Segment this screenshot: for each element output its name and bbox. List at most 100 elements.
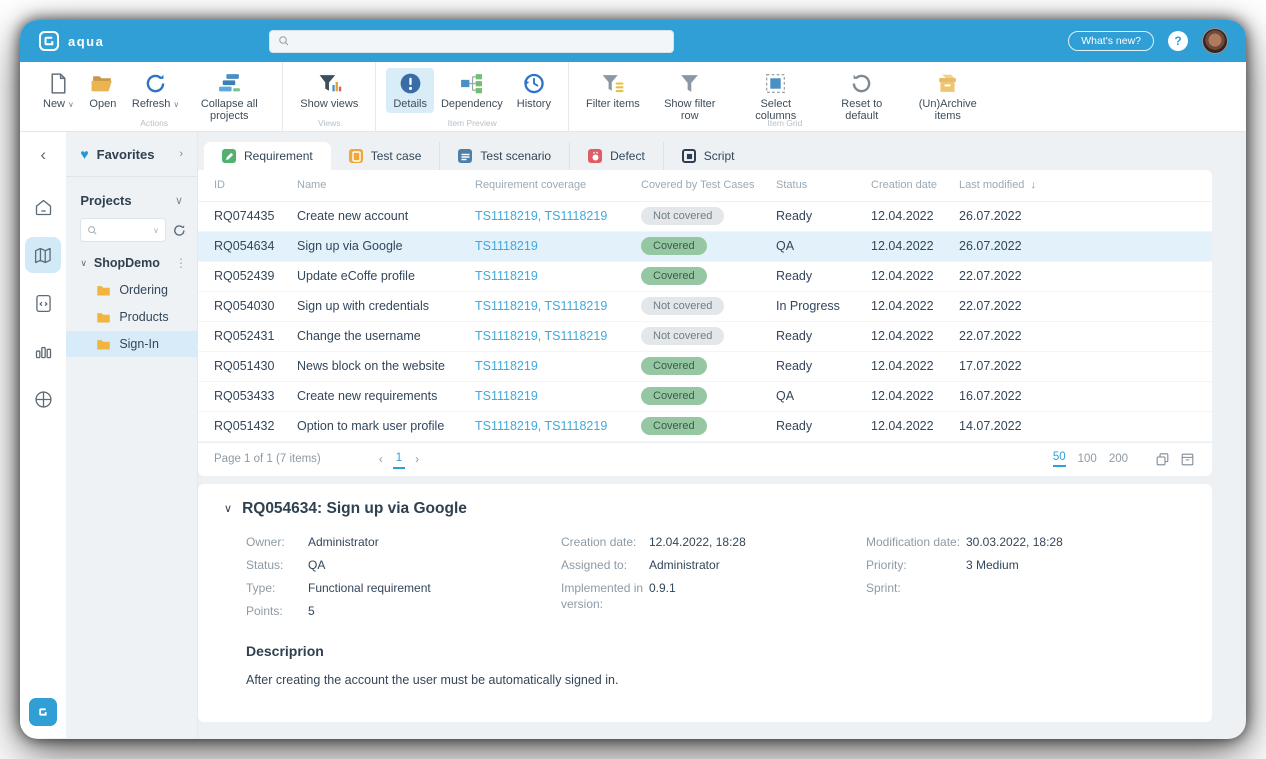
details-button[interactable]: Details — [386, 68, 434, 114]
rail-item-projects[interactable] — [25, 237, 62, 273]
coverage-links[interactable]: TS1118219 — [475, 239, 538, 253]
rail-item-reports[interactable] — [25, 333, 61, 369]
expander-icon[interactable]: ∨ — [80, 257, 87, 268]
chevron-right-icon[interactable]: › — [179, 148, 183, 160]
coverage-links[interactable]: TS1118219, TS1118219 — [475, 329, 608, 343]
coverage-links[interactable]: TS1118219, TS1118219 — [475, 299, 608, 313]
next-page-icon[interactable]: › — [415, 452, 420, 466]
req-id: RQ051432 — [198, 411, 293, 442]
collapse-panel-icon[interactable]: ‹ — [40, 145, 46, 164]
tab-defect[interactable]: Defect — [569, 142, 663, 170]
collapse-all-projects-button[interactable]: Collapse all projects — [186, 68, 272, 126]
project-search[interactable]: ∨ — [80, 218, 166, 242]
new-button[interactable]: New ∨ — [36, 68, 81, 113]
test-scenario-icon — [458, 149, 473, 163]
folder-icon — [97, 339, 111, 349]
req-name: Update eCoffe profile — [293, 261, 471, 292]
req-status: In Progress — [772, 291, 867, 322]
field-value: Administrator — [649, 557, 720, 572]
column-header-modified[interactable]: Last modified ↓ — [955, 170, 1212, 202]
column-header-name[interactable]: Name — [293, 170, 471, 202]
page-size-50[interactable]: 50 — [1052, 451, 1066, 467]
sort-desc-icon[interactable]: ↓ — [1030, 179, 1036, 192]
refresh-icon — [146, 74, 165, 93]
prev-page-icon[interactable]: ‹ — [378, 452, 383, 466]
dependency-button[interactable]: Dependency — [434, 68, 510, 113]
table-row[interactable]: RQ054634 Sign up via Google TS1118219 Co… — [198, 231, 1212, 262]
req-modified: 14.07.2022 — [955, 411, 1212, 442]
tab-requirement[interactable]: Requirement — [204, 142, 331, 170]
global-search-input[interactable] — [296, 34, 666, 48]
req-status: QA — [772, 231, 867, 262]
coverage-links[interactable]: TS1118219 — [475, 269, 538, 283]
coverage-links[interactable]: TS1118219, TS1118219 — [475, 419, 608, 433]
global-search[interactable] — [269, 29, 675, 53]
coverage-links[interactable]: TS1118219 — [475, 359, 538, 373]
chevron-down-icon[interactable]: ∨ — [174, 195, 183, 207]
caret-down-icon[interactable]: ∨ — [153, 225, 159, 235]
unarchive-items-icon — [939, 74, 957, 92]
project-search-input[interactable] — [102, 224, 154, 236]
tab-script[interactable]: Script — [662, 142, 753, 170]
whats-new-button[interactable]: What's new? — [1068, 31, 1154, 51]
table-row[interactable]: RQ074435 Create new account TS1118219, T… — [198, 201, 1212, 232]
req-status: Ready — [772, 351, 867, 382]
tree-folder-sign-in[interactable]: Sign-In — [66, 331, 197, 357]
toolbar-group-views: Show views Views — [283, 62, 377, 131]
requirements-table-card: ID Name Requirement coverage Covered by … — [198, 170, 1212, 476]
kebab-menu-icon[interactable]: ⋮ — [175, 256, 187, 270]
favorites-label: Favorites — [96, 146, 155, 162]
filter-items-button[interactable]: Filter items — [579, 68, 647, 113]
tree-folder-products[interactable]: Products — [66, 304, 197, 330]
reset-to-default-button[interactable]: Reset to default — [819, 68, 905, 126]
table-row[interactable]: RQ052439 Update eCoffe profile TS1118219… — [198, 261, 1212, 292]
table-row[interactable]: RQ052431 Change the username TS1118219, … — [198, 321, 1212, 352]
page-size-200[interactable]: 200 — [1108, 453, 1128, 465]
table-row[interactable]: RQ054030 Sign up with credentials TS1118… — [198, 291, 1212, 322]
rail-item-scripts[interactable] — [25, 285, 61, 321]
coverage-links[interactable]: TS1118219 — [475, 389, 538, 403]
table-row[interactable]: RQ053433 Create new requirements TS11182… — [198, 381, 1212, 412]
coverage-links[interactable]: TS1118219, TS1118219 — [475, 209, 608, 223]
detail-header[interactable]: ∨ RQ054634: Sign up via Google — [224, 500, 1186, 518]
tree-folder-ordering[interactable]: Ordering — [66, 277, 197, 303]
show-views-button[interactable]: Show views — [293, 68, 365, 113]
coverage-badge: Covered — [641, 387, 707, 405]
req-name: Create new requirements — [293, 381, 471, 412]
tab-test-case[interactable]: Test case — [331, 142, 440, 170]
grid-circle-icon — [35, 390, 52, 408]
open-button[interactable]: Open — [81, 68, 125, 113]
column-header-covered[interactable]: Covered by Test Cases — [637, 170, 772, 202]
coverage-badge: Covered — [641, 417, 707, 435]
copy-icon[interactable] — [1154, 451, 1171, 468]
table-row[interactable]: RQ051430 News block on the website TS111… — [198, 351, 1212, 382]
select-columns-button[interactable]: Select columns — [733, 68, 819, 126]
favorites-section[interactable]: ♥ Favorites › — [66, 146, 197, 177]
table-row[interactable]: RQ051432 Option to mark user profile TS1… — [198, 411, 1212, 442]
rail-item-grid[interactable] — [25, 381, 61, 417]
collapse-detail-icon[interactable]: ∨ — [224, 503, 233, 515]
help-button[interactable]: ? — [1168, 31, 1188, 51]
column-header-id[interactable]: ID — [198, 170, 293, 202]
history-button[interactable]: History — [510, 68, 558, 113]
column-header-coverage[interactable]: Requirement coverage — [471, 170, 637, 202]
page-number[interactable]: 1 — [392, 450, 406, 469]
refresh-tree-button[interactable] — [172, 223, 187, 238]
refresh-button[interactable]: Refresh ∨ — [125, 68, 186, 113]
details-icon — [400, 73, 421, 94]
aqua-badge[interactable] — [29, 698, 58, 726]
req-modified: 26.07.2022 — [955, 231, 1212, 262]
req-modified: 22.07.2022 — [955, 261, 1212, 292]
unarchive-items-button[interactable]: (Un)Archive items — [905, 68, 991, 126]
projects-section-header[interactable]: Projects ∨ — [66, 193, 197, 208]
tab-test-scenario[interactable]: Test scenario — [439, 142, 569, 170]
column-header-status[interactable]: Status — [772, 170, 867, 202]
page-size-100[interactable]: 100 — [1077, 453, 1097, 465]
user-avatar[interactable] — [1202, 28, 1228, 54]
code-file-icon — [35, 294, 51, 312]
show-filter-row-button[interactable]: Show filter row — [647, 68, 733, 126]
archive-icon[interactable] — [1179, 451, 1196, 468]
column-header-created[interactable]: Creation date — [867, 170, 955, 202]
rail-item-home[interactable] — [25, 189, 61, 225]
tree-node-shopdemo[interactable]: ∨ ShopDemo ⋮ — [66, 250, 197, 276]
